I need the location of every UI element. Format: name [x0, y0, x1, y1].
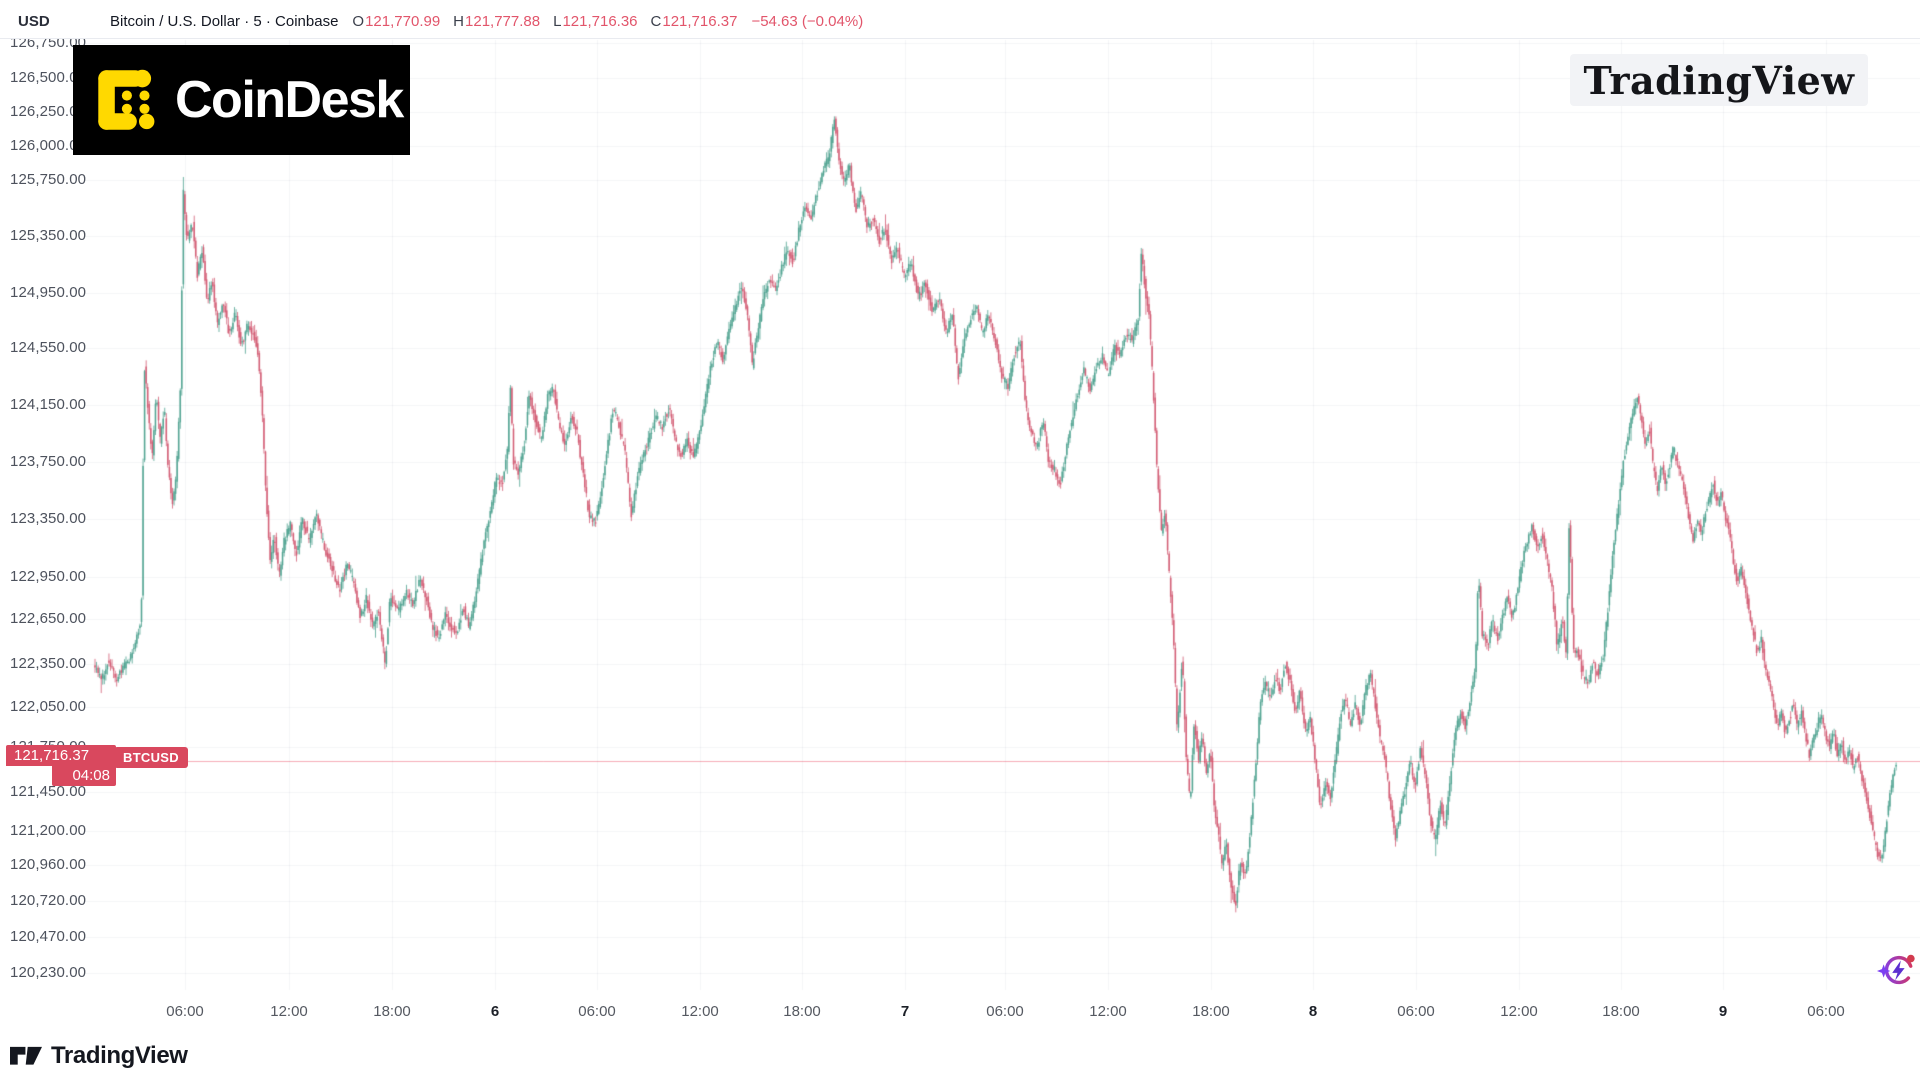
x-axis-label: 12:00	[1500, 1003, 1538, 1020]
y-axis-label: 125,350.00	[10, 227, 87, 244]
y-axis-label: 121,450.00	[10, 783, 87, 800]
ohlc-c: C121,716.37	[650, 13, 738, 30]
x-axis-label: 8	[1308, 1003, 1318, 1020]
coindesk-icon	[98, 69, 155, 130]
x-axis-label: 06:00	[166, 1003, 204, 1020]
y-axis-label: 120,960.00	[10, 856, 87, 873]
ohlc-l: L121,716.36	[553, 13, 638, 30]
x-axis-label: 9	[1718, 1003, 1728, 1020]
ohlc-h: H121,777.88	[453, 13, 541, 30]
x-axis-label: 18:00	[373, 1003, 411, 1020]
x-axis-label: 06:00	[1397, 1003, 1435, 1020]
y-axis-label: 120,470.00	[10, 928, 87, 945]
symbol-chip: BTCUSD	[114, 747, 188, 768]
y-axis-label: 124,950.00	[10, 284, 87, 301]
coindesk-wordmark: CoinDesk	[175, 71, 404, 129]
x-axis-label: 06:00	[1807, 1003, 1845, 1020]
y-axis-label: 122,350.00	[10, 655, 87, 672]
x-axis-label: 06:00	[578, 1003, 616, 1020]
y-axis-label: 121,200.00	[10, 822, 87, 839]
x-axis-label: 6	[490, 1003, 500, 1020]
y-axis-label: 126,250.00	[10, 103, 87, 120]
candle-countdown: 04:08	[52, 766, 116, 786]
boost-dot	[1907, 954, 1915, 963]
x-axis-label: 18:00	[1602, 1003, 1640, 1020]
boost-refresh-icon[interactable]	[1876, 950, 1918, 992]
ohlc-values: O121,770.99 H121,777.88 L121,716.36 C121,71…	[352, 13, 737, 30]
x-axis-label: 12:00	[1089, 1003, 1127, 1020]
sparkle-icon	[1876, 964, 1891, 978]
y-axis-label: 120,230.00	[10, 964, 87, 981]
y-axis-label: 122,950.00	[10, 568, 87, 585]
axis-currency-label: USD	[18, 13, 50, 30]
x-axis-label: 06:00	[986, 1003, 1024, 1020]
y-axis-label: 126,000.00	[10, 137, 87, 154]
symbol-info-row: Bitcoin / U.S. Dollar · 5 · Coinbase O12…	[110, 13, 863, 30]
ohlc-o: O121,770.99	[352, 13, 441, 30]
tradingview-watermark: TradingView	[1570, 54, 1868, 106]
x-axis-label: 18:00	[783, 1003, 821, 1020]
tradingview-logo-icon	[10, 1046, 42, 1065]
y-axis-label: 124,550.00	[10, 339, 87, 356]
x-axis-label: 12:00	[270, 1003, 308, 1020]
chart-header: USD Bitcoin / U.S. Dollar · 5 · Coinbase…	[0, 0, 1920, 38]
x-axis-label: 18:00	[1192, 1003, 1230, 1020]
current-price-value: 121,716.37	[6, 745, 116, 766]
coindesk-logo: CoinDesk	[73, 45, 410, 155]
price-change: −54.63 (−0.04%)	[751, 13, 864, 30]
y-axis-label: 126,500.00	[10, 69, 87, 86]
y-axis-label: 123,750.00	[10, 453, 87, 470]
header-separator	[0, 38, 1920, 39]
lightning-bolt-icon	[1892, 960, 1905, 981]
y-axis-label: 125,750.00	[10, 171, 87, 188]
tradingview-watermark-text: TradingView	[1583, 57, 1855, 103]
x-axis-label: 12:00	[681, 1003, 719, 1020]
y-axis-label: 123,350.00	[10, 510, 87, 527]
y-axis-label: 124,150.00	[10, 396, 87, 413]
tradingview-logo-text: TradingView	[51, 1042, 188, 1069]
tradingview-logo[interactable]: TradingView	[10, 1042, 188, 1070]
y-axis-label: 122,650.00	[10, 610, 87, 627]
y-axis-label: 122,050.00	[10, 698, 87, 715]
current-price-badge: 121,716.37 04:08	[6, 745, 116, 786]
symbol-title[interactable]: Bitcoin / U.S. Dollar · 5 · Coinbase	[110, 13, 339, 30]
x-axis-label: 7	[900, 1003, 910, 1020]
y-axis-label: 120,720.00	[10, 892, 87, 909]
